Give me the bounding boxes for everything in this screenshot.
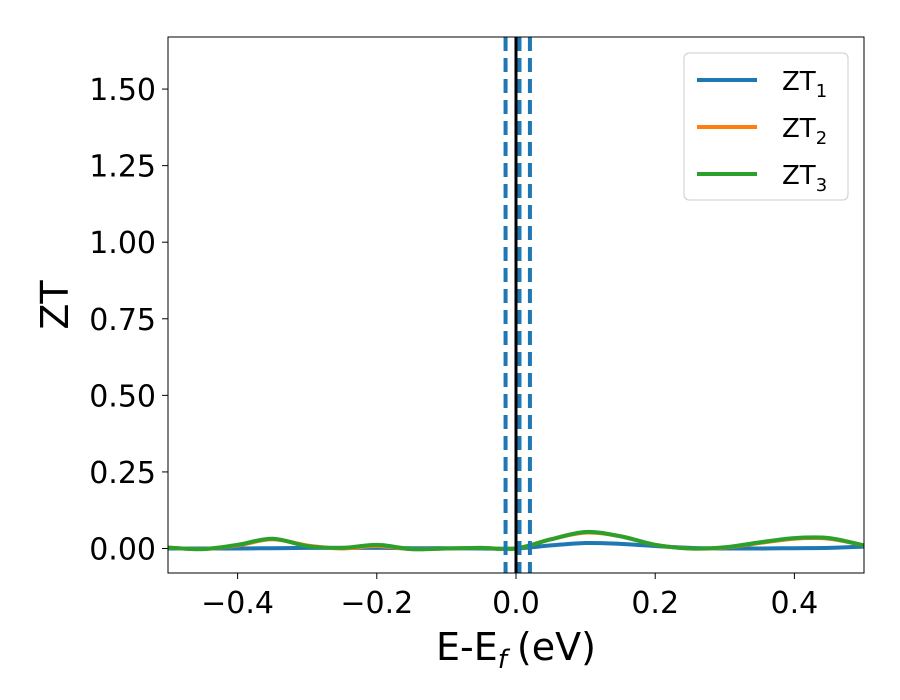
legend: ZT1 ZT2 ZT3 [683,52,849,201]
x-tick-label: −0.4 [201,586,274,621]
x-tick-label: 0.2 [631,586,679,621]
x-tick-label: −0.2 [340,586,413,621]
y-tick-label: 1.50 [89,73,156,108]
legend-label-1: ZT1 [782,67,827,102]
x-tick-label: 0.4 [771,586,819,621]
y-tick-label: 1.00 [89,226,156,261]
y-tick-label: 0.50 [89,379,156,414]
x-axis-title-subscript: f [498,645,511,675]
y-tick-label: 0.25 [89,456,156,491]
y-axis-title: ZT [33,280,77,330]
legend-label-3: ZT3 [782,161,827,196]
y-tick-label: 0.75 [89,303,156,338]
legend-label-2: ZT2 [782,114,827,149]
y-tick-label: 0.00 [89,532,156,567]
y-tick-label: 1.25 [89,150,156,185]
legend-box [683,52,849,201]
x-tick-label: 0.0 [492,586,540,621]
x-axis-title-unit: (eV) [517,625,596,669]
x-axis-title: E-Ef (eV) [436,625,596,675]
